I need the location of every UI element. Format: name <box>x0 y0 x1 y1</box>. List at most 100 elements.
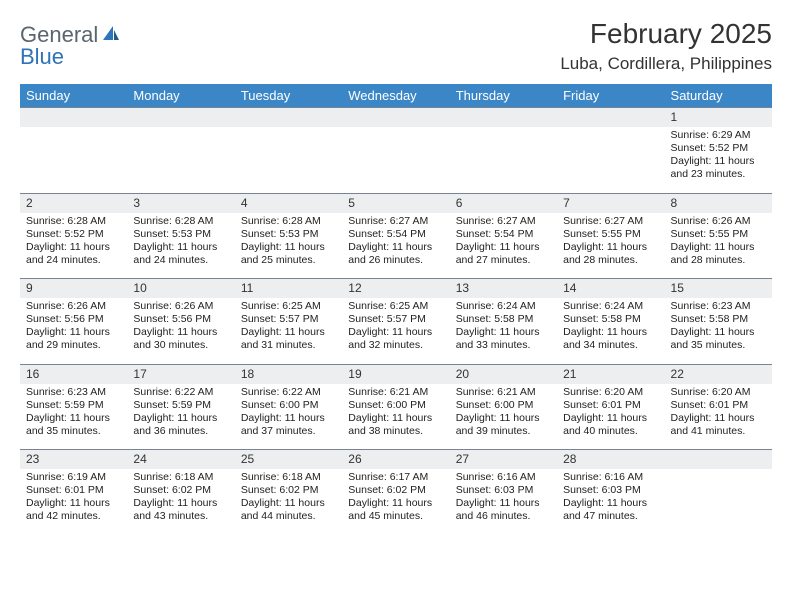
daylight-text-2: and 32 minutes. <box>348 339 443 352</box>
daylight-text-2: and 41 minutes. <box>671 425 766 438</box>
daylight-text-2: and 37 minutes. <box>241 425 336 438</box>
sunset-text: Sunset: 5:55 PM <box>563 228 658 241</box>
sunset-text: Sunset: 6:02 PM <box>348 484 443 497</box>
day-cell <box>235 127 342 193</box>
day-number: 20 <box>450 364 557 384</box>
day-number: 26 <box>342 450 449 470</box>
day-cell: Sunrise: 6:24 AMSunset: 5:58 PMDaylight:… <box>557 298 664 364</box>
daylight-text-2: and 40 minutes. <box>563 425 658 438</box>
day-cell: Sunrise: 6:24 AMSunset: 5:58 PMDaylight:… <box>450 298 557 364</box>
day-number-row: 1 <box>20 108 772 128</box>
daylight-text: Daylight: 11 hours <box>671 155 766 168</box>
sunrise-text: Sunrise: 6:20 AM <box>563 386 658 399</box>
day-number <box>342 108 449 128</box>
daylight-text: Daylight: 11 hours <box>671 326 766 339</box>
day-number: 10 <box>127 279 234 299</box>
sunset-text: Sunset: 5:58 PM <box>456 313 551 326</box>
day-number: 6 <box>450 193 557 213</box>
sunset-text: Sunset: 5:56 PM <box>133 313 228 326</box>
day-cell <box>127 127 234 193</box>
daylight-text-2: and 28 minutes. <box>671 254 766 267</box>
daylight-text-2: and 39 minutes. <box>456 425 551 438</box>
sunset-text: Sunset: 5:55 PM <box>671 228 766 241</box>
daylight-text: Daylight: 11 hours <box>133 241 228 254</box>
day-header: Monday <box>127 84 234 108</box>
day-number: 4 <box>235 193 342 213</box>
day-cell: Sunrise: 6:26 AMSunset: 5:55 PMDaylight:… <box>665 213 772 279</box>
daylight-text-2: and 46 minutes. <box>456 510 551 523</box>
daylight-text-2: and 24 minutes. <box>133 254 228 267</box>
sunset-text: Sunset: 5:54 PM <box>456 228 551 241</box>
daylight-text: Daylight: 11 hours <box>133 326 228 339</box>
day-number: 16 <box>20 364 127 384</box>
daylight-text: Daylight: 11 hours <box>26 241 121 254</box>
sunrise-text: Sunrise: 6:21 AM <box>456 386 551 399</box>
sunrise-text: Sunrise: 6:18 AM <box>241 471 336 484</box>
sunset-text: Sunset: 5:54 PM <box>348 228 443 241</box>
day-cell: Sunrise: 6:28 AMSunset: 5:53 PMDaylight:… <box>127 213 234 279</box>
day-cell: Sunrise: 6:18 AMSunset: 6:02 PMDaylight:… <box>127 469 234 535</box>
sunrise-text: Sunrise: 6:27 AM <box>348 215 443 228</box>
day-cell: Sunrise: 6:20 AMSunset: 6:01 PMDaylight:… <box>665 384 772 450</box>
day-number <box>20 108 127 128</box>
day-cell: Sunrise: 6:27 AMSunset: 5:55 PMDaylight:… <box>557 213 664 279</box>
daylight-text: Daylight: 11 hours <box>563 241 658 254</box>
daylight-text: Daylight: 11 hours <box>671 412 766 425</box>
day-cell: Sunrise: 6:18 AMSunset: 6:02 PMDaylight:… <box>235 469 342 535</box>
day-number <box>127 108 234 128</box>
daylight-text-2: and 33 minutes. <box>456 339 551 352</box>
sunrise-text: Sunrise: 6:22 AM <box>133 386 228 399</box>
day-number: 23 <box>20 450 127 470</box>
daylight-text-2: and 25 minutes. <box>241 254 336 267</box>
sunrise-text: Sunrise: 6:26 AM <box>26 300 121 313</box>
daylight-text: Daylight: 11 hours <box>348 241 443 254</box>
sunrise-text: Sunrise: 6:27 AM <box>456 215 551 228</box>
daylight-text: Daylight: 11 hours <box>26 326 121 339</box>
day-cell: Sunrise: 6:22 AMSunset: 5:59 PMDaylight:… <box>127 384 234 450</box>
sunset-text: Sunset: 5:59 PM <box>133 399 228 412</box>
sunrise-text: Sunrise: 6:27 AM <box>563 215 658 228</box>
day-cell: Sunrise: 6:28 AMSunset: 5:53 PMDaylight:… <box>235 213 342 279</box>
sunset-text: Sunset: 5:58 PM <box>671 313 766 326</box>
day-number: 7 <box>557 193 664 213</box>
sunrise-text: Sunrise: 6:29 AM <box>671 129 766 142</box>
day-header: Wednesday <box>342 84 449 108</box>
day-number: 14 <box>557 279 664 299</box>
sunrise-text: Sunrise: 6:26 AM <box>671 215 766 228</box>
day-number: 1 <box>665 108 772 128</box>
sunrise-text: Sunrise: 6:22 AM <box>241 386 336 399</box>
day-cell: Sunrise: 6:16 AMSunset: 6:03 PMDaylight:… <box>557 469 664 535</box>
day-number: 8 <box>665 193 772 213</box>
day-number <box>235 108 342 128</box>
sunset-text: Sunset: 6:00 PM <box>456 399 551 412</box>
day-body-row: Sunrise: 6:23 AMSunset: 5:59 PMDaylight:… <box>20 384 772 450</box>
sunset-text: Sunset: 5:52 PM <box>26 228 121 241</box>
sunrise-text: Sunrise: 6:24 AM <box>563 300 658 313</box>
daylight-text-2: and 42 minutes. <box>26 510 121 523</box>
day-number-row: 16171819202122 <box>20 364 772 384</box>
day-cell: Sunrise: 6:21 AMSunset: 6:00 PMDaylight:… <box>450 384 557 450</box>
daylight-text: Daylight: 11 hours <box>241 497 336 510</box>
sunrise-text: Sunrise: 6:20 AM <box>671 386 766 399</box>
day-header: Thursday <box>450 84 557 108</box>
day-cell: Sunrise: 6:27 AMSunset: 5:54 PMDaylight:… <box>342 213 449 279</box>
day-header: Tuesday <box>235 84 342 108</box>
daylight-text-2: and 24 minutes. <box>26 254 121 267</box>
day-number: 24 <box>127 450 234 470</box>
sunset-text: Sunset: 5:58 PM <box>563 313 658 326</box>
day-number <box>450 108 557 128</box>
day-cell: Sunrise: 6:26 AMSunset: 5:56 PMDaylight:… <box>20 298 127 364</box>
sunrise-text: Sunrise: 6:28 AM <box>241 215 336 228</box>
day-number: 28 <box>557 450 664 470</box>
sunrise-text: Sunrise: 6:24 AM <box>456 300 551 313</box>
daylight-text: Daylight: 11 hours <box>348 497 443 510</box>
daylight-text-2: and 36 minutes. <box>133 425 228 438</box>
daylight-text: Daylight: 11 hours <box>671 241 766 254</box>
daylight-text: Daylight: 11 hours <box>348 412 443 425</box>
daylight-text: Daylight: 11 hours <box>241 326 336 339</box>
day-cell: Sunrise: 6:25 AMSunset: 5:57 PMDaylight:… <box>342 298 449 364</box>
sunset-text: Sunset: 6:01 PM <box>671 399 766 412</box>
sunset-text: Sunset: 5:52 PM <box>671 142 766 155</box>
day-number: 27 <box>450 450 557 470</box>
daylight-text: Daylight: 11 hours <box>563 497 658 510</box>
